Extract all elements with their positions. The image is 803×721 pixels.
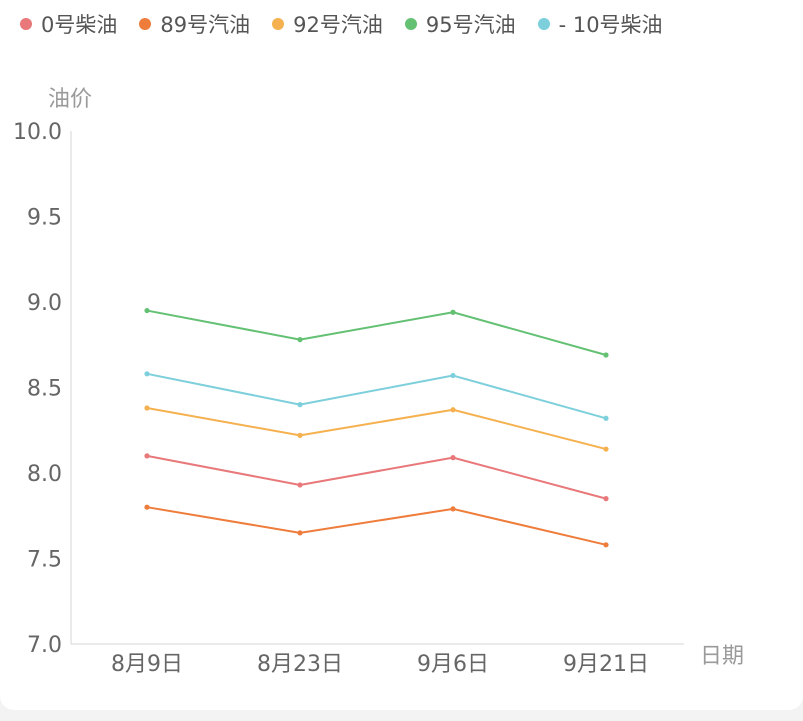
y-tick-label: 7.0	[27, 633, 62, 658]
data-point[interactable]	[603, 496, 609, 502]
x-tick-label: 9月21日	[563, 652, 649, 677]
legend-label: 92号汽油	[293, 13, 383, 37]
legend-item[interactable]: 0号柴油	[20, 9, 117, 39]
series-line	[146, 506, 607, 546]
axes	[70, 131, 684, 645]
legend-marker	[537, 18, 550, 30]
y-axis-title: 油价	[48, 87, 92, 112]
y-tick-label: 8.0	[27, 462, 62, 487]
x-axis-title: 日期	[700, 644, 744, 669]
data-point[interactable]	[450, 407, 456, 413]
data-point[interactable]	[450, 309, 456, 315]
x-tick-label: 9月6日	[417, 652, 489, 677]
series-line	[146, 454, 607, 500]
data-point[interactable]	[603, 542, 609, 548]
legend-item[interactable]: 92号汽油	[272, 9, 383, 39]
data-point[interactable]	[297, 337, 303, 343]
data-point[interactable]	[603, 446, 609, 452]
series-line	[146, 407, 607, 451]
series-3	[144, 307, 609, 358]
x-tick-label: 8月23日	[257, 652, 343, 677]
legend-marker	[20, 18, 32, 30]
y-tick-label: 9.0	[27, 291, 62, 316]
y-tick-label: 9.5	[27, 206, 62, 231]
legend-item[interactable]: 95号汽油	[404, 9, 516, 39]
y-axis-ticks: 7.0 7.5 8.0 8.5 9.0 9.5 10.0	[13, 120, 62, 658]
series-line	[146, 372, 607, 420]
data-point[interactable]	[144, 371, 150, 377]
legend-marker	[272, 18, 285, 30]
data-point[interactable]	[144, 504, 150, 510]
legend-label: 0号柴油	[41, 13, 118, 37]
x-tick-label: 8月9日	[111, 652, 183, 677]
data-point[interactable]	[603, 352, 609, 358]
legend-item[interactable]: - 10号柴油	[537, 9, 663, 39]
legend-item[interactable]: 89号汽油	[139, 9, 250, 39]
y-tick-label: 8.5	[27, 377, 62, 402]
series-lines	[144, 307, 609, 548]
data-point[interactable]	[144, 307, 150, 314]
data-point[interactable]	[144, 453, 150, 459]
data-point[interactable]	[297, 482, 303, 488]
data-point[interactable]	[603, 415, 609, 421]
series-0	[144, 453, 609, 502]
x-axis-ticks: 8月9日 8月23日 9月6日 9月21日	[111, 652, 649, 677]
series-4	[144, 371, 609, 421]
series-line	[146, 309, 607, 356]
legend-marker	[404, 18, 417, 30]
y-tick-label: 10.0	[13, 120, 62, 145]
data-point[interactable]	[450, 506, 456, 512]
chart-legend: 0号柴油 89号汽油 92号汽油 95号汽油 - 10号柴油	[20, 8, 685, 40]
legend-marker	[139, 18, 152, 30]
data-point[interactable]	[297, 402, 303, 408]
data-point[interactable]	[450, 372, 456, 379]
legend-label: 89号汽油	[160, 13, 251, 37]
data-point[interactable]	[297, 530, 303, 536]
data-point[interactable]	[144, 405, 150, 411]
legend-label: 95号汽油	[425, 13, 516, 37]
data-point[interactable]	[450, 455, 456, 461]
data-point[interactable]	[297, 432, 303, 438]
legend-label: - 10号柴油	[558, 13, 663, 37]
series-1	[144, 504, 609, 548]
y-tick-label: 7.5	[27, 548, 62, 573]
series-2	[144, 405, 609, 452]
